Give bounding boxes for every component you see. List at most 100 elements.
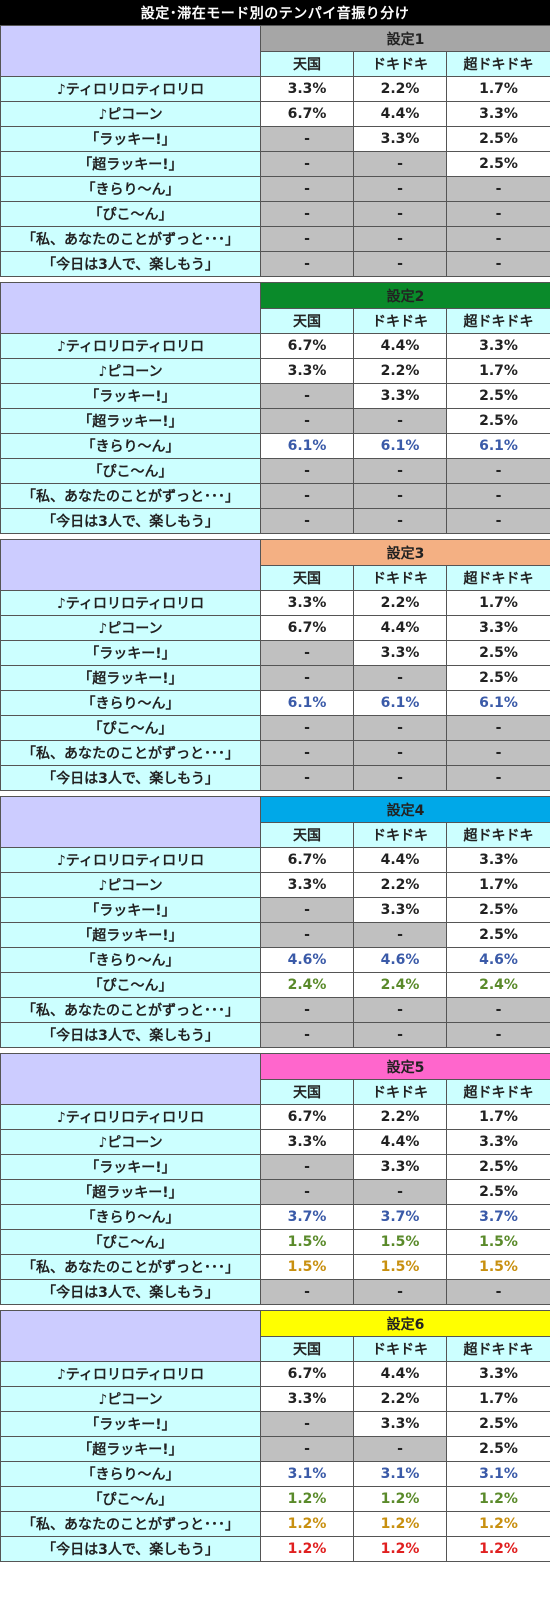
setting-header-row: 設定3 — [0, 539, 550, 591]
value-cell: - — [353, 997, 447, 1023]
row-label: 「ラッキー!」 — [0, 1411, 261, 1437]
table-row: 「ラッキー!」 -3.3% 2.5% — [0, 383, 550, 409]
value-cell: - — [353, 226, 447, 252]
value-cell: - — [353, 765, 447, 791]
table-row: 「私、あなたのことがずっと･･･」 - - - — [0, 740, 550, 766]
table-row: 「きらり～ん」 - - - — [0, 176, 550, 202]
value-cell: - — [445, 508, 550, 534]
setting-table: 設定1 天国 ドキドキ 超ドキドキ ♪ティロリロティロリロ 3.3% 2.2% 1.7% ♪ピコ… — [0, 25, 550, 277]
row-label: 「私、あなたのことがずっと･･･」 — [0, 740, 261, 766]
value-cell: 2.5% — [445, 151, 550, 177]
value-cell: - — [445, 1279, 550, 1305]
row-label: ♪ティロリロティロリロ — [0, 76, 261, 102]
value-cell: - — [260, 201, 354, 227]
table-row: 「ラッキー!」 -3.3% 2.5% — [0, 640, 550, 666]
table-row: 「超ラッキー!」 - -2.5% — [0, 922, 550, 948]
table-row: 「ラッキー!」 -3.3% 2.5% — [0, 1411, 550, 1437]
value-cell: 2.5% — [445, 897, 550, 923]
value-cell: - — [353, 251, 447, 277]
setting-label: 設定3 — [259, 539, 550, 566]
value-cell: 4.6% — [445, 947, 550, 973]
value-cell: 6.7% — [260, 847, 354, 873]
row-label: 「超ラッキー!」 — [0, 151, 261, 177]
value-cell: 3.3% — [353, 383, 447, 409]
row-label: 「ぴこ～ん」 — [0, 972, 261, 998]
table-row: 「超ラッキー!」 - -2.5% — [0, 1179, 550, 1205]
value-cell: - — [260, 1022, 354, 1048]
value-cell: - — [445, 201, 550, 227]
row-label: 「ラッキー!」 — [0, 897, 261, 923]
row-label: 「超ラッキー!」 — [0, 408, 261, 434]
value-cell: - — [260, 408, 354, 434]
column-header: 超ドキドキ — [445, 1079, 550, 1105]
value-cell: 6.7% — [260, 1104, 354, 1130]
value-cell: 2.4% — [353, 972, 447, 998]
setting-label: 設定4 — [259, 796, 550, 823]
column-header: 超ドキドキ — [445, 822, 550, 848]
value-cell: 1.2% — [260, 1511, 354, 1537]
value-cell: - — [445, 226, 550, 252]
value-cell: 2.5% — [445, 922, 550, 948]
value-cell: 6.1% — [353, 433, 447, 459]
row-label: 「ラッキー!」 — [0, 383, 261, 409]
value-cell: 2.5% — [445, 408, 550, 434]
row-label: 「ぴこ～ん」 — [0, 201, 261, 227]
value-cell: 3.1% — [445, 1461, 550, 1487]
value-cell: - — [260, 1411, 354, 1437]
value-cell: - — [260, 765, 354, 791]
value-cell: - — [353, 740, 447, 766]
row-label: ♪ティロリロティロリロ — [0, 847, 261, 873]
table-row: 「今日は3人で、楽しもう」 - - - — [0, 765, 550, 791]
row-label: 「きらり～ん」 — [0, 947, 261, 973]
table-row: ♪ピコーン 6.7% 4.4% 3.3% — [0, 101, 550, 127]
value-cell: 2.5% — [445, 1154, 550, 1180]
value-cell: 3.3% — [260, 1129, 354, 1155]
value-cell: 2.2% — [353, 76, 447, 102]
column-header-row: 天国 ドキドキ 超ドキドキ — [1, 822, 550, 848]
table-row: 「私、あなたのことがずっと･･･」 1.5% 1.5% 1.5% — [0, 1254, 550, 1280]
row-label: 「きらり～ん」 — [0, 1204, 261, 1230]
column-header: 超ドキドキ — [445, 51, 550, 77]
value-cell: 1.2% — [445, 1536, 550, 1562]
table-row: 「私、あなたのことがずっと･･･」 - - - — [0, 483, 550, 509]
table-row: ♪ティロリロティロリロ 6.7% 4.4% 3.3% — [0, 847, 550, 873]
column-header: 天国 — [260, 51, 354, 77]
row-label: 「超ラッキー!」 — [0, 922, 261, 948]
row-label: 「私、あなたのことがずっと･･･」 — [0, 1511, 261, 1537]
table-row: 「今日は3人で、楽しもう」 1.2% 1.2% 1.2% — [0, 1536, 550, 1562]
value-cell: 6.1% — [260, 690, 354, 716]
value-cell: 1.5% — [445, 1254, 550, 1280]
row-label: 「今日は3人で、楽しもう」 — [0, 1536, 261, 1562]
value-cell: 1.2% — [445, 1511, 550, 1537]
row-label: ♪ピコーン — [0, 358, 261, 384]
row-label: 「きらり～ん」 — [0, 176, 261, 202]
value-cell: - — [260, 1436, 354, 1462]
row-label: 「ぴこ～ん」 — [0, 458, 261, 484]
value-cell: - — [260, 922, 354, 948]
value-cell: 6.7% — [260, 1361, 354, 1387]
setting-label: 設定2 — [259, 282, 550, 309]
value-cell: 2.2% — [353, 590, 447, 616]
table-row: 「ぴこ～ん」 1.5% 1.5% 1.5% — [0, 1229, 550, 1255]
value-cell: 1.7% — [445, 590, 550, 616]
row-label: 「今日は3人で、楽しもう」 — [0, 1279, 261, 1305]
value-cell: 2.5% — [445, 640, 550, 666]
value-cell: 1.5% — [353, 1229, 447, 1255]
setting-header-row: 設定2 — [0, 282, 550, 334]
column-header-row: 天国 ドキドキ 超ドキドキ — [1, 1336, 550, 1362]
value-cell: - — [260, 897, 354, 923]
table-row: 「きらり～ん」 4.6% 4.6% 4.6% — [0, 947, 550, 973]
value-cell: - — [260, 1179, 354, 1205]
value-cell: 3.3% — [353, 640, 447, 666]
value-cell: - — [445, 765, 550, 791]
setting-label: 設定1 — [259, 25, 550, 52]
value-cell: 1.7% — [445, 76, 550, 102]
column-header: 天国 — [260, 1336, 354, 1362]
table-row: 「ラッキー!」 -3.3% 2.5% — [0, 126, 550, 152]
table-row: ♪ティロリロティロリロ 3.3% 2.2% 1.7% — [0, 76, 550, 102]
table-row: ♪ピコーン 3.3% 2.2% 1.7% — [0, 872, 550, 898]
value-cell: 6.1% — [260, 433, 354, 459]
setting-header-row: 設定1 — [0, 25, 550, 77]
column-header: ドキドキ — [353, 308, 447, 334]
row-label: 「きらり～ん」 — [0, 690, 261, 716]
